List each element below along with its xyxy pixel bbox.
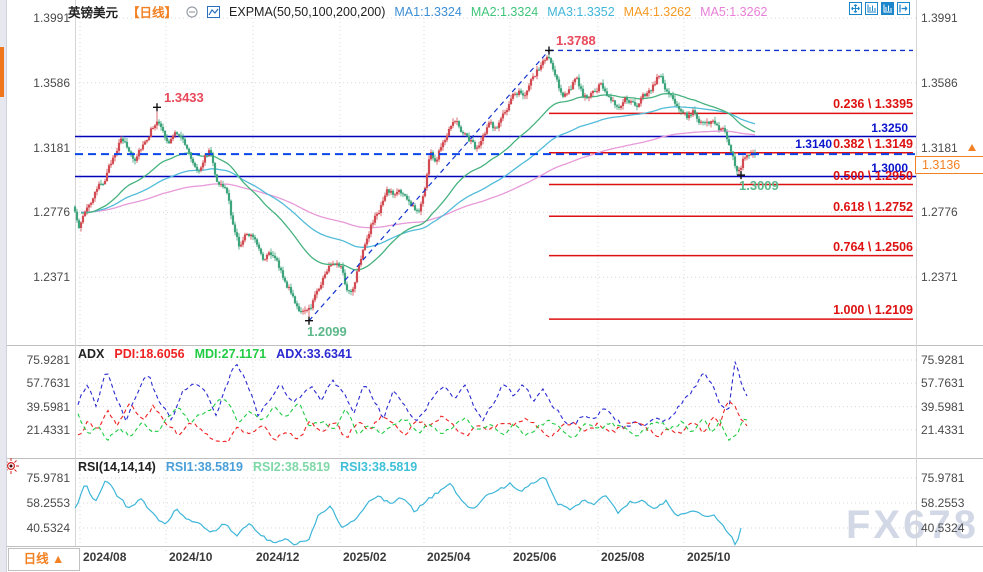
chart-toolbar <box>849 2 910 15</box>
price-axis-label-left: 1.2371 <box>33 270 70 285</box>
tab-daily[interactable]: 日线 ▲ <box>8 548 80 571</box>
fib-level-label: 0.382 \ 1.3149 <box>833 136 913 151</box>
date-axis-label: 2024/10 <box>169 550 213 564</box>
symbol-name: 英镑美元 <box>68 6 119 20</box>
price-low-label: 1.2099 <box>307 323 347 339</box>
left-scrollbar[interactable] <box>0 0 7 572</box>
rsi-axis-label-right: 75.9781 <box>921 471 965 485</box>
current-price-badge: 1.3136 <box>915 156 983 174</box>
watermark: FX678 <box>846 503 979 547</box>
date-axis-label: 2024/12 <box>256 550 300 564</box>
date-axis-label: 2025/06 <box>513 550 557 564</box>
rsi-axis-label-left: 40.5324 <box>26 520 70 535</box>
ma1-value: MA1:1.3324 <box>394 4 462 19</box>
adx-mdi-value: MDI:27.1171 <box>194 347 267 361</box>
indicator-label: EXPMA(50,50,100,200,200) <box>229 4 386 19</box>
price-axis-label-left: 1.3181 <box>33 140 70 155</box>
adx-axis-label-left: 21.4331 <box>26 422 70 437</box>
date-axis-label: 2024/08 <box>83 550 127 564</box>
rsi-axis-label-left: 58.2553 <box>26 495 70 510</box>
rsi-axis-label-right: 40.5324 <box>921 520 965 535</box>
blue-line-label: 1.3250 <box>871 120 908 135</box>
adx-title: ADX <box>78 347 105 361</box>
fib-level-label: 0.500 \ 1.2950 <box>833 168 913 183</box>
adx-axis-label-right: 39.5981 <box>921 399 965 414</box>
date-axis-label: 2025/02 <box>343 550 387 564</box>
adx-pdi-value: PDI:18.6056 <box>114 347 185 361</box>
adx-axis-label-left: 39.5981 <box>26 399 70 414</box>
adx-panel-header: ADX PDI:18.6056 MDI:27.1171 ADX:33.6341 <box>78 347 352 361</box>
date-axis-label: 2025/10 <box>687 550 731 564</box>
price-high-label: 1.3433 <box>164 90 204 106</box>
ma4-value: MA4:1.3262 <box>623 4 692 19</box>
price-axis-label-right: 1.2776 <box>921 205 958 220</box>
adx-axis-label-right: 57.7631 <box>921 376 965 391</box>
ma5-value: MA5:1.3262 <box>700 4 768 19</box>
exit-icon[interactable] <box>897 2 910 15</box>
adx-axis-label-left: 57.7631 <box>26 376 70 391</box>
rsi2-value: RSI2:38.5819 <box>252 460 331 474</box>
chart-header: 英镑美元 【日线】 EXPMA(50,50,100,200,200) MA1:1… <box>68 2 768 21</box>
fib-level-label: 1.000 \ 1.2109 <box>833 303 913 318</box>
rsi-axis-label-left: 75.9781 <box>26 471 70 485</box>
rsi-axis-label-right: 58.2553 <box>921 495 965 510</box>
date-axis-label: 2025/04 <box>427 550 471 564</box>
rsi3-value: RSI3:38.5819 <box>340 460 418 474</box>
price-axis-label-right: 1.3991 <box>921 11 958 25</box>
scrollbar-thumb[interactable] <box>0 47 4 97</box>
price-axis-label-right: 1.2371 <box>921 270 958 285</box>
fib-level-label: 0.236 \ 1.3395 <box>833 97 913 112</box>
minus-circle-icon[interactable] <box>186 5 198 18</box>
ma3-value: MA3:1.3352 <box>547 4 615 19</box>
price-axis-label-left: 1.3586 <box>33 75 70 90</box>
period-label: 【日线】 <box>127 6 178 20</box>
price-axis-label-right: 1.3181 <box>921 140 958 155</box>
price-high-label: 1.3788 <box>556 33 596 49</box>
dashed-line-label: 1.3140 <box>795 137 832 152</box>
price-axis-label-right: 1.3586 <box>921 75 958 90</box>
rsi1-value: RSI1:38.5819 <box>165 460 243 474</box>
adx-adx-value: ADX:33.6341 <box>276 347 352 361</box>
rsi-title: RSI(14,14,14) <box>78 460 156 474</box>
fib-level-label: 0.618 \ 1.2752 <box>833 200 913 215</box>
rsi-panel-header: RSI(14,14,14) RSI1:38.5819 RSI2:38.5819 … <box>78 460 417 474</box>
price-axis-label-left: 1.3991 <box>33 11 70 25</box>
axis-chart-active-icon[interactable] <box>881 2 894 15</box>
price-up-arrow-icon <box>968 144 976 151</box>
line-chart-icon[interactable] <box>207 5 221 18</box>
blue-line-label: 1.3000 <box>871 160 908 175</box>
adx-axis-label-left: 75.9281 <box>26 353 70 367</box>
price-axis-label-left: 1.2776 <box>33 205 70 220</box>
price-low-label: 1.3009 <box>739 178 779 194</box>
adx-axis-label-right: 21.4331 <box>921 422 965 437</box>
axis-chart-icon[interactable] <box>865 2 878 15</box>
date-axis-label: 2025/08 <box>601 550 645 564</box>
ma2-value: MA2:1.3324 <box>470 4 539 19</box>
pan-icon[interactable] <box>849 2 862 15</box>
fib-level-label: 0.764 \ 1.2506 <box>833 239 913 254</box>
adx-axis-label-right: 75.9281 <box>921 353 965 367</box>
